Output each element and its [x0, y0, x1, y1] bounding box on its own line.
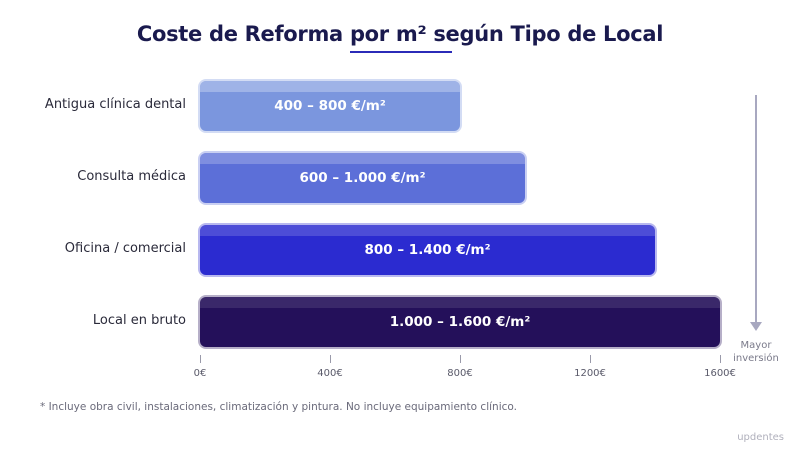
x-tick — [720, 355, 721, 363]
bar: 600 – 1.000 €/m² — [200, 153, 525, 203]
bar-highlight — [200, 81, 460, 92]
arrow-annotation: Mayor inversión — [726, 339, 786, 365]
arrow-annotation-line2: inversión — [733, 353, 779, 364]
x-tick-label: 0€ — [193, 368, 207, 379]
chart-title: Coste de Reforma por m² según Tipo de Lo… — [136, 22, 664, 46]
bar: 1.000 – 1.600 €/m² — [200, 297, 720, 347]
x-tick-label: 400€ — [317, 368, 343, 379]
bar-highlight — [200, 153, 525, 164]
bar: 400 – 800 €/m² — [200, 81, 460, 131]
category-label: Oficina / comercial — [64, 241, 186, 256]
footnote: * Incluye obra civil, instalaciones, cli… — [40, 401, 517, 413]
title-underline — [350, 51, 452, 53]
x-tick-label: 1200€ — [574, 368, 606, 379]
x-tick-label: 800€ — [447, 368, 473, 379]
bar-data-label: 400 – 800 €/m² — [274, 98, 386, 114]
category-label: Antigua clínica dental — [44, 97, 186, 112]
bar-data-label: 1.000 – 1.600 €/m² — [389, 314, 531, 330]
x-tick-label: 1600€ — [704, 368, 736, 379]
bar-highlight — [200, 297, 720, 308]
x-tick — [590, 355, 591, 363]
x-tick — [200, 355, 201, 363]
arrow-line — [755, 95, 757, 323]
category-label: Consulta médica — [77, 169, 186, 184]
bar-data-label: 800 – 1.400 €/m² — [364, 242, 491, 258]
brand-watermark: updentes — [737, 432, 784, 443]
category-label: Local en bruto — [92, 313, 186, 328]
x-tick — [460, 355, 461, 363]
arrow-annotation-line1: Mayor — [740, 340, 772, 351]
x-tick — [330, 355, 331, 363]
arrow-down-icon — [750, 322, 762, 331]
bar-data-label: 600 – 1.000 €/m² — [299, 170, 426, 186]
bar-highlight — [200, 225, 655, 236]
bar: 800 – 1.400 €/m² — [200, 225, 655, 275]
